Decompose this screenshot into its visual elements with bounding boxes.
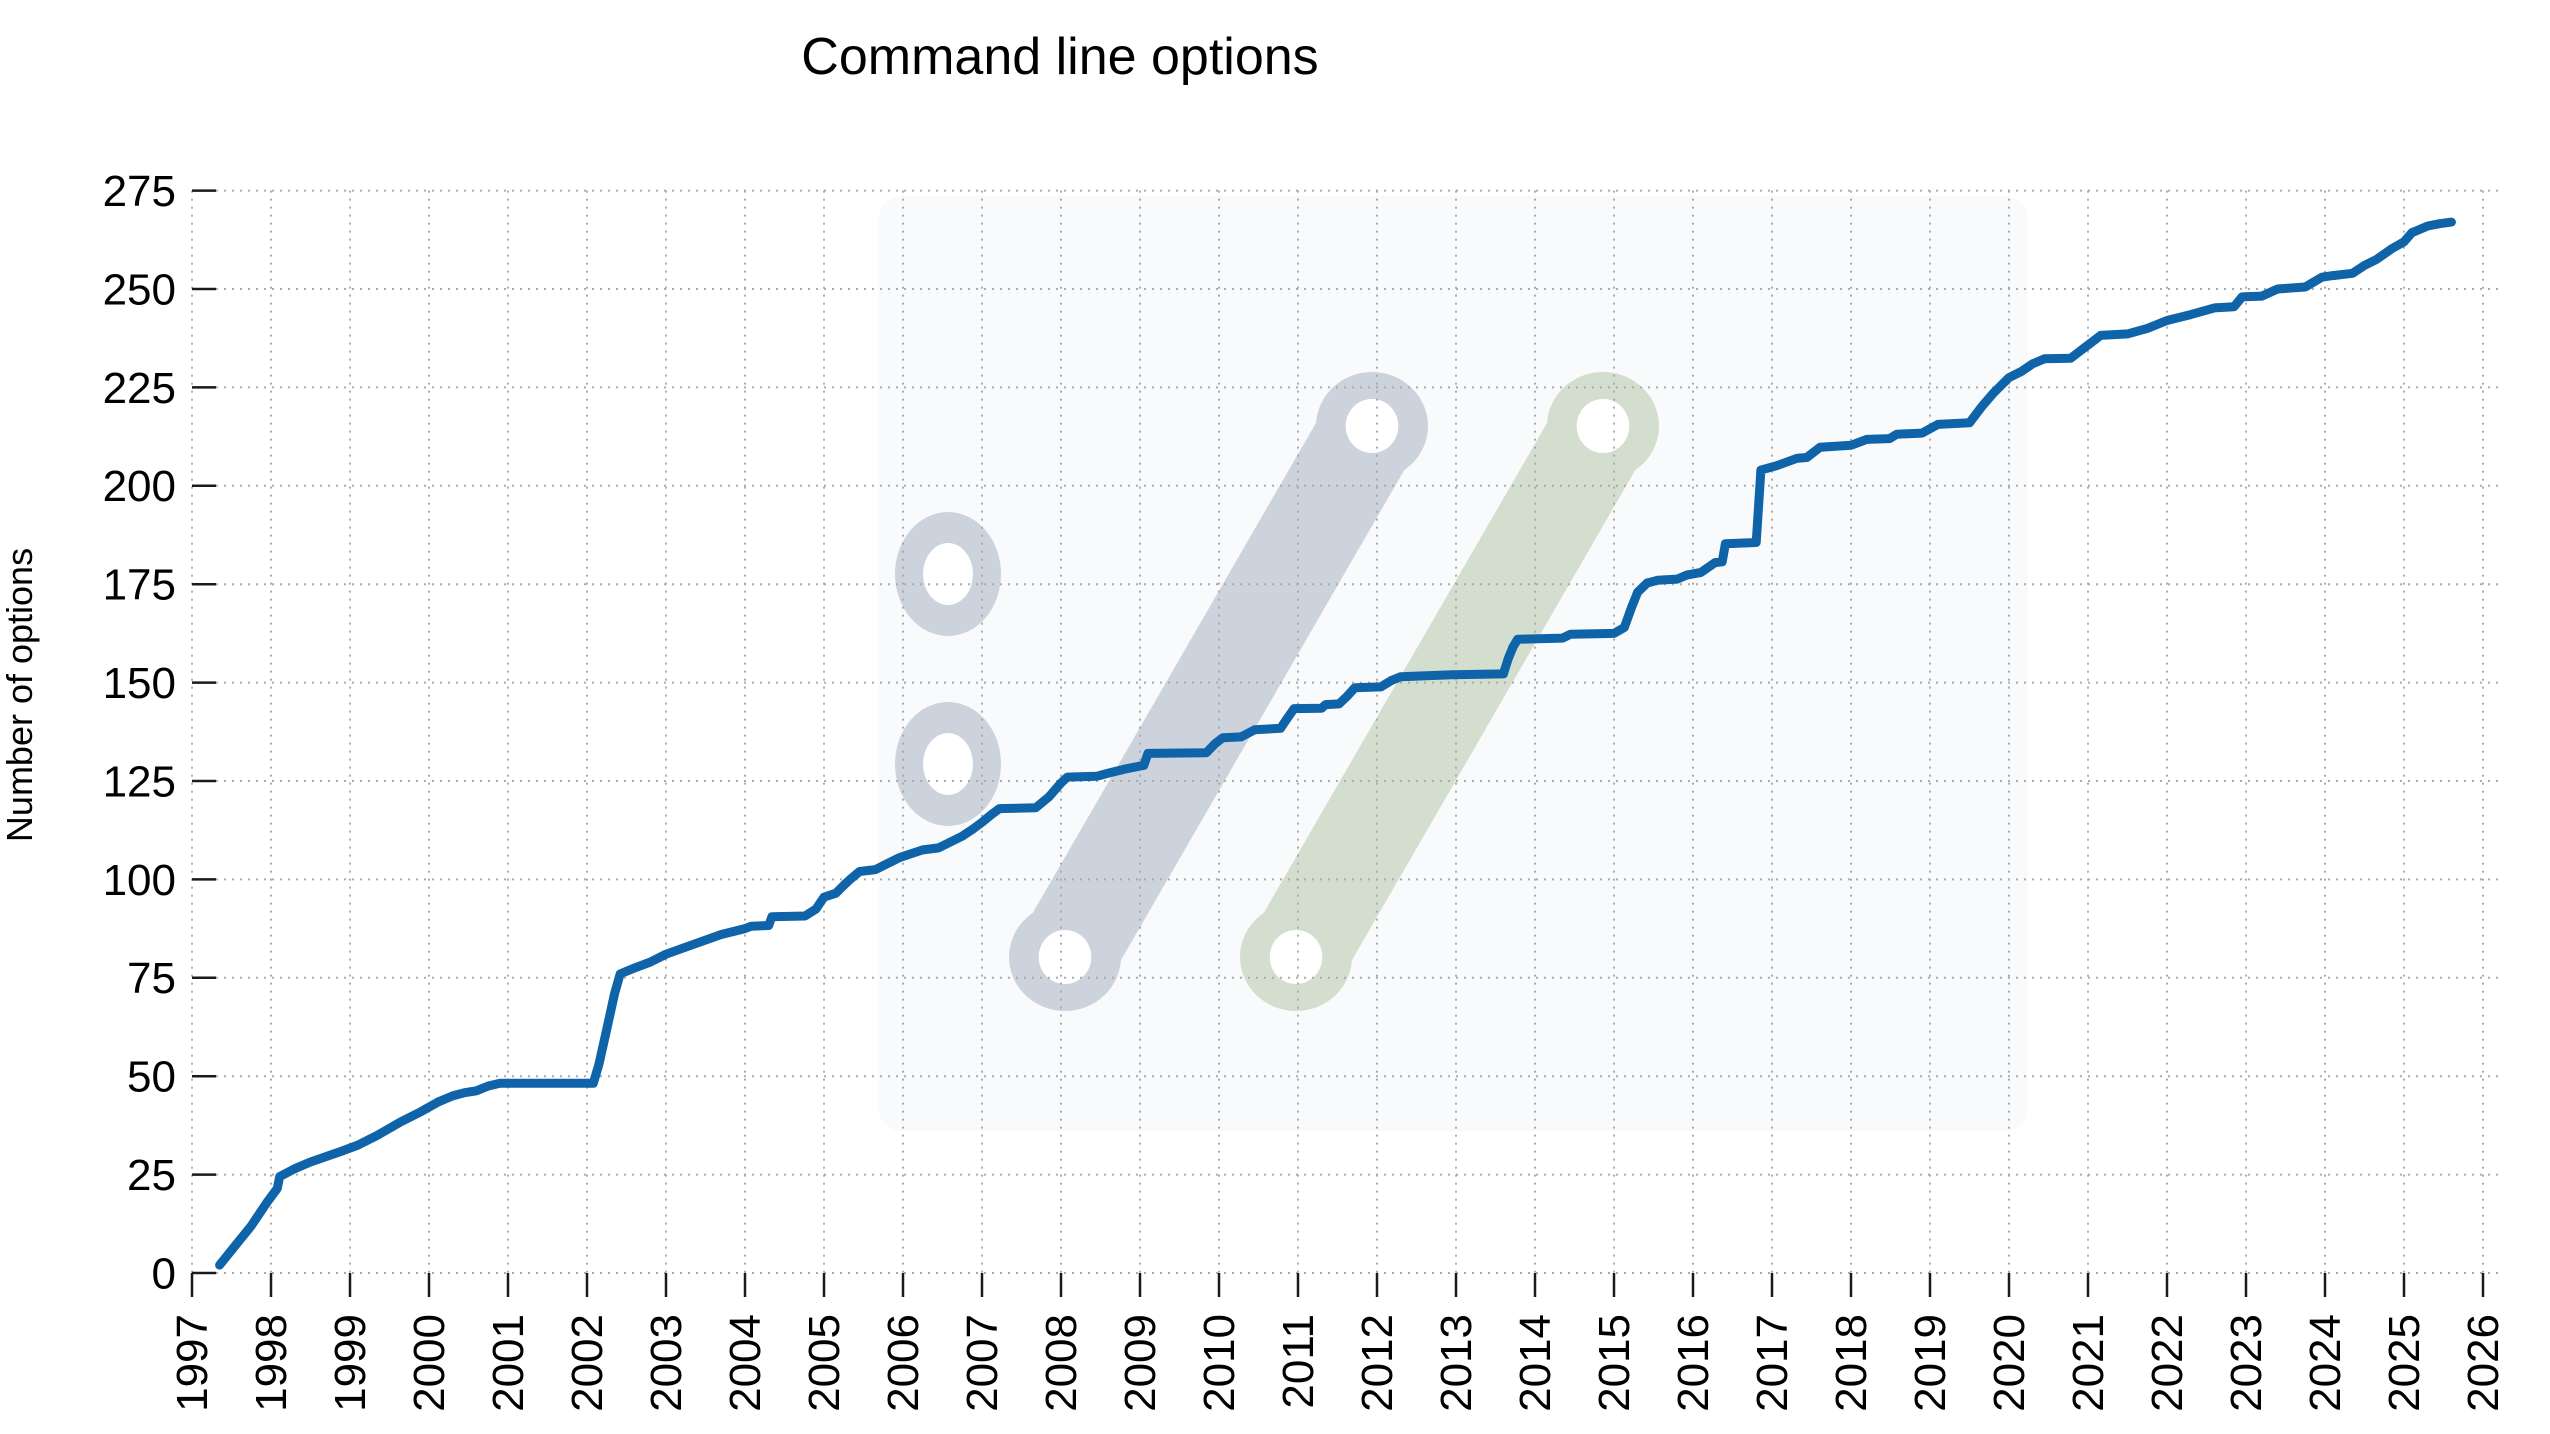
chart-title: Command line options [801,28,1318,86]
y-tick-label: 100 [103,856,176,905]
y-tick-label: 75 [127,954,176,1003]
x-tick-label: 2000 [405,1314,454,1412]
x-tick-label: 2008 [1037,1314,1086,1412]
x-tick-label: 2021 [2064,1314,2113,1412]
curl-slash2-icon-bottom-ring-hole [1269,930,1323,984]
x-tick-label: 2022 [2143,1314,2192,1412]
x-tick-label: 2014 [1511,1314,1560,1412]
x-tick-label: 2011 [1274,1314,1323,1409]
curl-slash1-icon [1015,376,1422,1007]
x-tick-label: 2019 [1906,1314,1955,1412]
x-tick-label: 2026 [2459,1314,2508,1412]
x-tick-label: 2007 [958,1314,1007,1412]
y-tick-label: 50 [127,1053,176,1102]
y-tick-label: 225 [103,364,176,413]
x-tick-label: 2025 [2380,1314,2429,1412]
x-tick-label: 2016 [1669,1314,1718,1412]
curl-watermark [878,196,2028,1131]
series-line-options [215,217,2456,1270]
x-tick-label: 2004 [721,1314,770,1412]
x-tick-label: 2005 [800,1314,849,1412]
x-tick-label: 2009 [1116,1314,1165,1412]
x-tick-label: 1997 [168,1314,217,1412]
x-tick-labels: 1997 1998 1999 2000 2001 2002 2003 2004 2005 2006… [168,1314,2508,1412]
y-tick-label: 125 [103,757,176,806]
y-tick-label: 250 [103,265,176,314]
x-tick-label: 2003 [642,1314,691,1412]
x-tick-label: 2012 [1353,1314,1402,1412]
curl-slash2-icon [1246,376,1653,1007]
y-axis-label: Number of options [0,548,40,842]
grid-lines [191,189,2500,1274]
x-tick-label: 2001 [484,1314,533,1412]
y-tick-label: 175 [103,561,176,610]
y-tick-label: 25 [127,1151,176,1200]
y-tick-label: 200 [103,462,176,511]
curl-colon-bottom-icon-hole [923,733,973,795]
x-tick-label: 2020 [1985,1314,2034,1412]
x-tick-label: 2018 [1827,1314,1876,1412]
x-tick-label: 2017 [1748,1314,1797,1412]
y-tick-label: 275 [103,167,176,216]
curl-slash2-icon-top-ring-hole [1576,399,1630,453]
x-tick-label: 1999 [326,1314,375,1412]
x-tick-label: 1998 [247,1314,296,1412]
x-tick-label: 2006 [879,1314,928,1412]
x-tick-label: 2013 [1432,1314,1481,1412]
curl-slash1-icon-bottom-ring-hole [1038,930,1092,984]
x-tick-label: 2010 [1195,1314,1244,1412]
x-tick-label: 2024 [2301,1314,2350,1412]
axis-ticks [190,189,2485,1297]
y-tick-labels: 0 25 50 75 100 125 150 175 200 225 250 275 [103,167,176,1298]
y-tick-label: 0 [152,1249,176,1298]
curl-slash1-icon-top-ring-hole [1345,399,1399,453]
x-tick-label: 2015 [1590,1314,1639,1412]
curl-colon-top-icon-hole [923,543,973,605]
y-tick-label: 150 [103,659,176,708]
x-tick-label: 2023 [2222,1314,2271,1412]
x-tick-label: 2002 [563,1314,612,1412]
